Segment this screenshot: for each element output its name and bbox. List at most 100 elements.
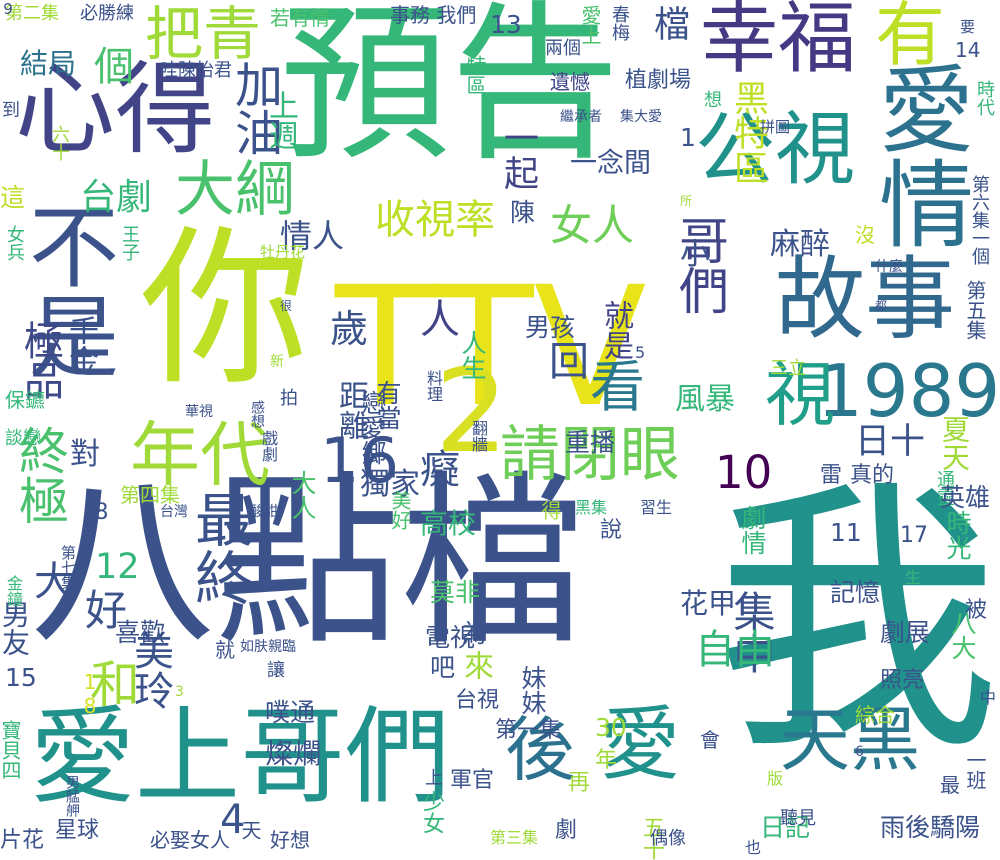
cloud-word: 12 xyxy=(95,547,140,587)
cloud-word: 記憶 xyxy=(830,578,881,607)
cloud-word: 戲劇 xyxy=(259,430,278,462)
cloud-word: 翻牆 xyxy=(469,420,488,452)
cloud-word: 花甲 xyxy=(680,587,737,620)
cloud-word: 哇陳怡君 xyxy=(160,60,232,81)
cloud-word: 視 xyxy=(765,354,835,436)
cloud-word: 情人 xyxy=(280,217,345,255)
cloud-word: 第一集 xyxy=(495,718,562,743)
cloud-word: 3 xyxy=(175,684,184,700)
cloud-word: 八點檔 xyxy=(30,454,585,670)
cloud-word: 事務 我們 xyxy=(390,3,477,27)
cloud-word: 六十 xyxy=(49,125,70,161)
cloud-word: 夏天 xyxy=(938,415,971,471)
cloud-word: 終極 xyxy=(11,425,69,525)
cloud-word: 男艋舺 xyxy=(64,775,80,817)
cloud-word: 三立 xyxy=(770,358,806,379)
cloud-word: 小 xyxy=(680,237,710,272)
cloud-word: 片花 xyxy=(0,828,45,853)
cloud-word: 大人 xyxy=(288,470,317,520)
cloud-word: 莫非 xyxy=(430,578,481,607)
cloud-word: 生 xyxy=(905,568,922,587)
cloud-word: 保鑣 xyxy=(5,388,45,412)
cloud-word: 第七集 xyxy=(59,545,77,590)
cloud-word: 集大愛 xyxy=(620,109,662,125)
cloud-word: 收視率 xyxy=(375,197,495,243)
cloud-word: 大 xyxy=(27,560,73,600)
cloud-word: 愛 xyxy=(600,698,680,791)
cloud-word: 上週 xyxy=(263,90,298,150)
cloud-word: 男孩 xyxy=(525,313,576,342)
cloud-word: 若有情 xyxy=(270,6,330,30)
cloud-word: 年 xyxy=(595,748,618,773)
cloud-word: 哥們 xyxy=(671,215,729,315)
cloud-word: 男友 xyxy=(0,600,31,656)
cloud-word: 最終 xyxy=(185,490,253,606)
cloud-word: 少女 xyxy=(419,790,444,834)
cloud-word: 8 xyxy=(89,500,114,525)
cloud-word: 幸福 xyxy=(700,0,857,84)
cloud-word: 也 xyxy=(745,838,762,857)
cloud-word: 集中 xyxy=(727,590,776,674)
cloud-word: 天黑 xyxy=(780,699,920,781)
cloud-word: 後 xyxy=(505,709,575,791)
cloud-word: 菜 xyxy=(85,514,98,528)
cloud-word: 千金 xyxy=(63,315,98,375)
cloud-word: 被 xyxy=(965,598,988,623)
cloud-word: 加油 xyxy=(226,60,282,156)
cloud-word: 大綱 xyxy=(175,155,295,225)
cloud-word: 星球 xyxy=(55,818,100,843)
cloud-word: 看 xyxy=(590,355,646,419)
cloud-word: 年代 xyxy=(130,414,270,496)
cloud-word: 風暴 xyxy=(675,382,735,417)
cloud-word: 有當 xyxy=(373,380,402,430)
cloud-word: 人 xyxy=(420,297,460,343)
cloud-word: 一班 xyxy=(963,750,987,790)
cloud-word: 照亮 xyxy=(880,668,925,693)
cloud-word: 公視 xyxy=(695,103,855,196)
cloud-word: 上 xyxy=(425,768,443,789)
cloud-word: 再 xyxy=(564,770,589,792)
cloud-word: 來 xyxy=(458,650,493,680)
cloud-word: 美玲 xyxy=(127,630,173,710)
cloud-word: 15 xyxy=(5,663,37,692)
cloud-word: 說 xyxy=(600,518,623,543)
cloud-word: 要 xyxy=(960,18,976,36)
cloud-word: 繼承者 xyxy=(560,109,602,125)
cloud-word: 軍官 xyxy=(450,768,495,793)
cloud-word: 通靈 xyxy=(934,470,955,506)
cloud-word: 結局 xyxy=(20,47,77,80)
cloud-word: 9 xyxy=(0,0,17,18)
cloud-word: 酸甜 xyxy=(250,504,278,520)
cloud-word: 癡 xyxy=(420,447,460,493)
cloud-word: 英雄 xyxy=(940,483,991,512)
cloud-word: 人生 xyxy=(458,330,487,380)
cloud-word: 讓 xyxy=(264,660,285,678)
cloud-word: 電視 xyxy=(425,623,476,652)
cloud-word: 想 xyxy=(701,90,722,108)
cloud-word: 第五集 xyxy=(963,280,987,340)
cloud-word: 就 xyxy=(215,638,235,662)
cloud-word: 雨後驕陽 xyxy=(880,813,981,842)
cloud-word: 愛情 xyxy=(863,60,973,250)
cloud-word: 得 xyxy=(538,500,562,520)
cloud-word: 心得 xyxy=(15,51,215,168)
cloud-word: 回 xyxy=(542,340,588,380)
cloud-word: 噗通 xyxy=(265,698,316,727)
cloud-word: 王子 xyxy=(119,225,140,261)
cloud-word: 檔 xyxy=(648,5,689,41)
cloud-word: 新 xyxy=(270,354,284,370)
cloud-word: 台視 xyxy=(455,688,500,713)
cloud-word: 吧 xyxy=(430,653,456,682)
cloud-word: 自由 xyxy=(695,627,775,673)
cloud-word: TTV xyxy=(335,251,647,443)
cloud-word: 故事 xyxy=(775,247,955,352)
cloud-word: 台劇 xyxy=(80,177,153,218)
cloud-word: 14 xyxy=(955,38,981,62)
cloud-word: 不是 xyxy=(13,200,118,380)
cloud-word: 陳 xyxy=(510,198,536,227)
cloud-word: 好想 xyxy=(270,828,310,852)
cloud-word: 特區 xyxy=(463,55,487,95)
cloud-word: 好 xyxy=(85,586,128,635)
cloud-word: 都 xyxy=(875,299,888,313)
